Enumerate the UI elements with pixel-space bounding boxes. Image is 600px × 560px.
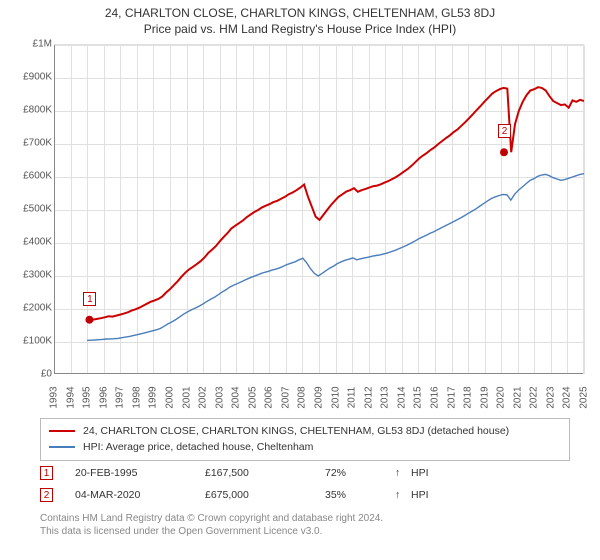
- arrow-up-icon: ↑: [395, 467, 411, 479]
- y-tick-label: £200K: [8, 303, 52, 314]
- transactions-table: 1 20-FEB-1995£167,50072%↑HPI 2 04-MAR-2020£…: [40, 462, 570, 506]
- transaction-price: £167,500: [205, 467, 325, 479]
- x-tick-label: 2022: [529, 386, 540, 408]
- legend-label: 24, CHARLTON CLOSE, CHARLTON KINGS, CHEL…: [83, 425, 509, 437]
- x-tick-label: 1994: [65, 386, 76, 408]
- x-tick-label: 2002: [198, 386, 209, 408]
- x-tick-label: 1999: [148, 386, 159, 408]
- transaction-price: £675,000: [205, 489, 325, 501]
- x-tick-label: 2007: [280, 386, 291, 408]
- y-tick-label: £400K: [8, 237, 52, 248]
- x-tick-label: 2006: [264, 386, 275, 408]
- legend-label: HPI: Average price, detached house, Chel…: [83, 441, 313, 453]
- x-tick-label: 2015: [413, 386, 424, 408]
- arrow-up-icon: ↑: [395, 489, 411, 501]
- transaction-pct: 72%: [325, 467, 395, 479]
- x-tick-label: 2008: [297, 386, 308, 408]
- y-tick-label: £300K: [8, 270, 52, 281]
- x-tick-label: 1996: [98, 386, 109, 408]
- x-tick-label: 2025: [579, 386, 590, 408]
- transaction-dot-1: [85, 316, 93, 324]
- x-tick-label: 2011: [347, 387, 358, 409]
- transaction-date: 04-MAR-2020: [75, 489, 205, 501]
- transaction-hpi-label: HPI: [411, 467, 451, 479]
- x-tick-label: 2019: [479, 386, 490, 408]
- x-tick-label: 1993: [49, 386, 60, 408]
- y-tick-label: £1M: [8, 39, 52, 50]
- x-tick-label: 2003: [214, 386, 225, 408]
- x-tick-label: 2013: [380, 386, 391, 408]
- y-tick-label: £100K: [8, 336, 52, 347]
- legend-swatch: [49, 446, 75, 448]
- y-tick-label: £900K: [8, 72, 52, 83]
- x-tick-label: 2014: [396, 386, 407, 408]
- transaction-row: 2 04-MAR-2020£675,00035%↑HPI: [40, 484, 570, 506]
- chart-title-address: 24, CHARLTON CLOSE, CHARLTON KINGS, CHEL…: [0, 6, 600, 20]
- footer-licence: This data is licensed under the Open Gov…: [40, 525, 570, 538]
- x-tick-label: 2021: [512, 386, 523, 408]
- x-tick-label: 1998: [131, 386, 142, 408]
- chart-container: £0 £100K £200K £300K £400K £500K £600K £700K £80…: [8, 44, 592, 404]
- legend-swatch: [49, 430, 75, 432]
- x-tick-label: 1995: [82, 386, 93, 408]
- x-tick-label: 2023: [545, 386, 556, 408]
- x-tick-label: 2020: [496, 386, 507, 408]
- x-tick-label: 2012: [363, 386, 374, 408]
- legend-row: 24, CHARLTON CLOSE, CHARLTON KINGS, CHEL…: [49, 423, 561, 439]
- x-tick-label: 2000: [164, 386, 175, 408]
- plot-area: 12: [54, 44, 584, 374]
- transaction-dot-2: [500, 148, 508, 156]
- x-tick-label: 2017: [446, 386, 457, 408]
- series-price_paid: [89, 87, 584, 320]
- transaction-pct: 35%: [325, 489, 395, 501]
- transaction-marker-1: 1: [83, 292, 96, 306]
- x-tick-label: 2005: [247, 386, 258, 408]
- x-tick-label: 2001: [181, 386, 192, 408]
- y-tick-label: £0: [8, 369, 52, 380]
- y-tick-label: £500K: [8, 204, 52, 215]
- x-tick-label: 2016: [429, 386, 440, 408]
- x-tick-label: 2010: [330, 386, 341, 408]
- x-tick-label: 2004: [231, 386, 242, 408]
- transaction-index: 2: [40, 488, 53, 502]
- transaction-index: 1: [40, 466, 53, 480]
- chart-legend: 24, CHARLTON CLOSE, CHARLTON KINGS, CHEL…: [40, 418, 570, 461]
- chart-footer: Contains HM Land Registry data © Crown c…: [40, 512, 570, 538]
- chart-lines: [54, 45, 584, 375]
- x-tick-label: 1997: [115, 386, 126, 408]
- transaction-date: 20-FEB-1995: [75, 467, 205, 479]
- x-tick-label: 2018: [463, 386, 474, 408]
- transaction-row: 1 20-FEB-1995£167,50072%↑HPI: [40, 462, 570, 484]
- transaction-hpi-label: HPI: [411, 489, 451, 501]
- y-tick-label: £700K: [8, 138, 52, 149]
- x-tick-label: 2024: [562, 386, 573, 408]
- gridline-v: [584, 45, 585, 374]
- chart-title-subtitle: Price paid vs. HM Land Registry's House …: [0, 22, 600, 36]
- transaction-marker-2: 2: [498, 124, 511, 138]
- y-tick-label: £600K: [8, 171, 52, 182]
- footer-copyright: Contains HM Land Registry data © Crown c…: [40, 512, 570, 525]
- y-tick-label: £800K: [8, 105, 52, 116]
- x-tick-label: 2009: [314, 386, 325, 408]
- legend-row: HPI: Average price, detached house, Chel…: [49, 439, 561, 455]
